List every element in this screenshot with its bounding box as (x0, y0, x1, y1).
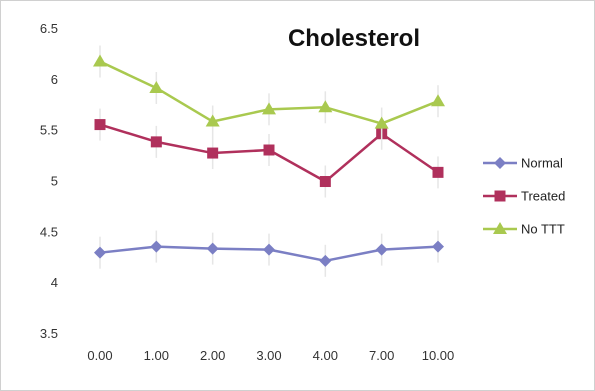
series-normal (94, 230, 444, 277)
data-point (374, 116, 389, 129)
y-tick-label: 5 (51, 174, 58, 189)
data-point (94, 246, 106, 259)
legend-marker (493, 222, 507, 234)
data-point (431, 94, 445, 107)
y-tick-label: 6.5 (40, 21, 58, 36)
data-point (432, 166, 444, 178)
x-tick-label: 4.00 (313, 348, 338, 363)
legend: Normal Treated No TTT (483, 156, 565, 237)
data-point (319, 254, 332, 267)
data-point (263, 144, 275, 156)
data-point (149, 80, 164, 93)
data-point (150, 240, 163, 253)
x-tick-label: 2.00 (200, 348, 225, 363)
y-tick-label: 6 (51, 72, 58, 87)
data-point (207, 147, 219, 159)
legend-label: Normal (521, 156, 563, 171)
chart-title: Cholesterol (288, 25, 420, 52)
data-point (93, 54, 107, 67)
x-tick-label: 10.00 (422, 348, 455, 363)
data-point (94, 119, 106, 131)
data-point (262, 102, 276, 115)
data-point (319, 176, 331, 188)
data-point (263, 243, 275, 256)
legend-marker (494, 190, 506, 202)
y-axis: 3.5 4 4.5 5 5.5 6 6.5 (40, 21, 58, 341)
y-tick-label: 4 (51, 275, 58, 290)
legend-item: No TTT (483, 222, 565, 237)
series-layer (93, 45, 445, 277)
y-tick-label: 4.5 (40, 224, 58, 239)
data-point (150, 136, 162, 148)
legend-item: Treated (483, 189, 565, 204)
data-point (206, 242, 219, 255)
x-tick-label: 3.00 (256, 348, 281, 363)
data-point (318, 100, 333, 113)
y-tick-label: 5.5 (40, 123, 58, 138)
x-tick-label: 1.00 (144, 348, 169, 363)
x-tick-label: 0.00 (87, 348, 112, 363)
x-axis: 0.00 1.00 2.00 3.00 4.00 7.00 10.00 (87, 348, 454, 363)
legend-marker (494, 157, 506, 169)
x-tick-label: 7.00 (369, 348, 394, 363)
data-point (205, 114, 220, 127)
data-point (432, 240, 444, 253)
legend-item: Normal (483, 156, 563, 171)
legend-label: No TTT (521, 222, 565, 237)
data-point (375, 243, 388, 256)
series-no-ttt (93, 45, 445, 140)
y-tick-label: 3.5 (40, 326, 58, 341)
legend-label: Treated (521, 189, 565, 204)
